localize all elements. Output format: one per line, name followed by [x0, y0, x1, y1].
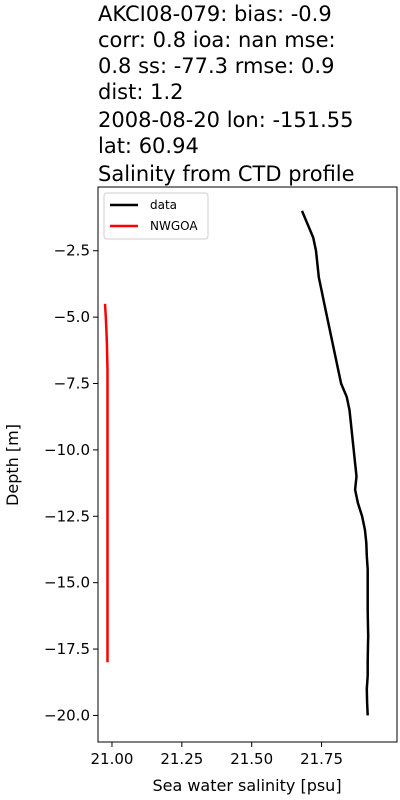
- x-tick-label: 21.25: [160, 750, 203, 768]
- title-line-4: dist: 1.2: [98, 80, 184, 104]
- legend: data NWGOA: [103, 192, 209, 240]
- y-tick-label: −7.5: [54, 375, 90, 393]
- x-tick-label: 21.75: [300, 750, 343, 768]
- legend-label-data: data: [150, 198, 177, 212]
- title-line-1: AKCI08-079: bias: -0.9: [98, 2, 332, 26]
- y-tick-label: −20.0: [44, 706, 90, 724]
- title-line-7: Salinity from CTD profile: [98, 162, 355, 186]
- title-line-5: 2008-08-20 lon: -151.55: [98, 108, 354, 132]
- series-line-data: [300, 210, 370, 716]
- x-tick-label: 21.50: [230, 750, 273, 768]
- title-line-3: 0.8 ss: -77.3 rmse: 0.9: [98, 54, 334, 78]
- y-axis-label: Depth [m]: [3, 424, 22, 506]
- x-axis-label: Sea water salinity [psu]: [152, 776, 341, 795]
- x-tick-label: 21.00: [90, 750, 133, 768]
- y-tick-label: −5.0: [54, 308, 90, 326]
- y-tick-label: −15.0: [44, 574, 90, 592]
- title-line-2: corr: 0.8 ioa: nan mse:: [98, 28, 336, 52]
- plot-area-frame: [97, 186, 398, 743]
- chart-title: AKCI08-079: bias: -0.9 corr: 0.8 ioa: na…: [98, 2, 355, 186]
- series-line-nwgoa: [103, 303, 109, 663]
- y-tick-label: −10.0: [44, 441, 90, 459]
- legend-label-nwgoa: NWGOA: [150, 219, 198, 233]
- title-line-6: lat: 60.94: [98, 134, 199, 158]
- ticks-layer: 21.00 21.25 21.50 21.75 −2.5 −5.0 −7.5 −10.0 −12…: [44, 242, 343, 768]
- y-tick-label: −17.5: [44, 640, 90, 658]
- y-tick-label: −12.5: [44, 507, 90, 525]
- y-tick-label: −2.5: [54, 242, 90, 260]
- series-layer: [103, 210, 370, 716]
